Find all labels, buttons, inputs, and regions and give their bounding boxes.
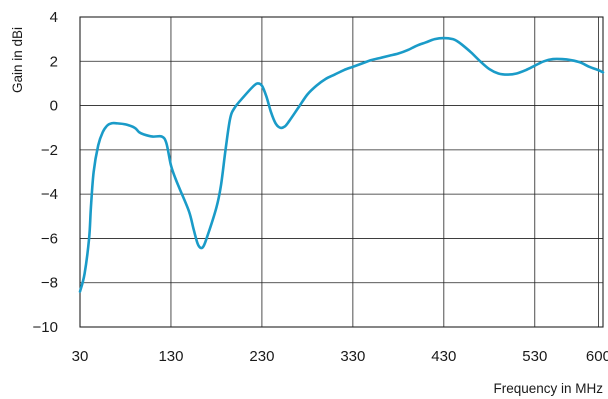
x-axis-title: Frequency in MHz bbox=[493, 381, 603, 396]
y-tick-label: −2 bbox=[41, 142, 58, 159]
x-tick-label: 130 bbox=[158, 348, 183, 365]
x-tick-label: 230 bbox=[249, 348, 274, 365]
y-tick-label: −8 bbox=[41, 275, 58, 292]
plot-area-frame bbox=[79, 16, 604, 328]
y-axis-title: Gain in dBi bbox=[10, 27, 25, 93]
x-tick-labels: 30 130 230 330 430 530 600 bbox=[72, 348, 608, 365]
y-tick-label: 2 bbox=[50, 53, 58, 70]
y-tick-label: 4 bbox=[50, 9, 58, 26]
x-tick-label: 330 bbox=[340, 348, 365, 365]
y-tick-labels: 4 2 0 −2 −4 −6 −8 −10 bbox=[33, 9, 58, 336]
x-tick-label: 600 bbox=[586, 348, 608, 365]
y-tick-label: −6 bbox=[41, 230, 58, 247]
y-tick-label: −4 bbox=[41, 186, 58, 203]
gain-series-line bbox=[78, 36, 605, 293]
series-layer bbox=[78, 36, 605, 293]
x-tick-label: 530 bbox=[522, 348, 547, 365]
y-tick-label: 0 bbox=[50, 98, 58, 115]
grid bbox=[79, 16, 603, 328]
x-tick-label: 30 bbox=[72, 348, 89, 365]
y-tick-label: −10 bbox=[33, 319, 58, 336]
x-tick-label: 430 bbox=[431, 348, 456, 365]
